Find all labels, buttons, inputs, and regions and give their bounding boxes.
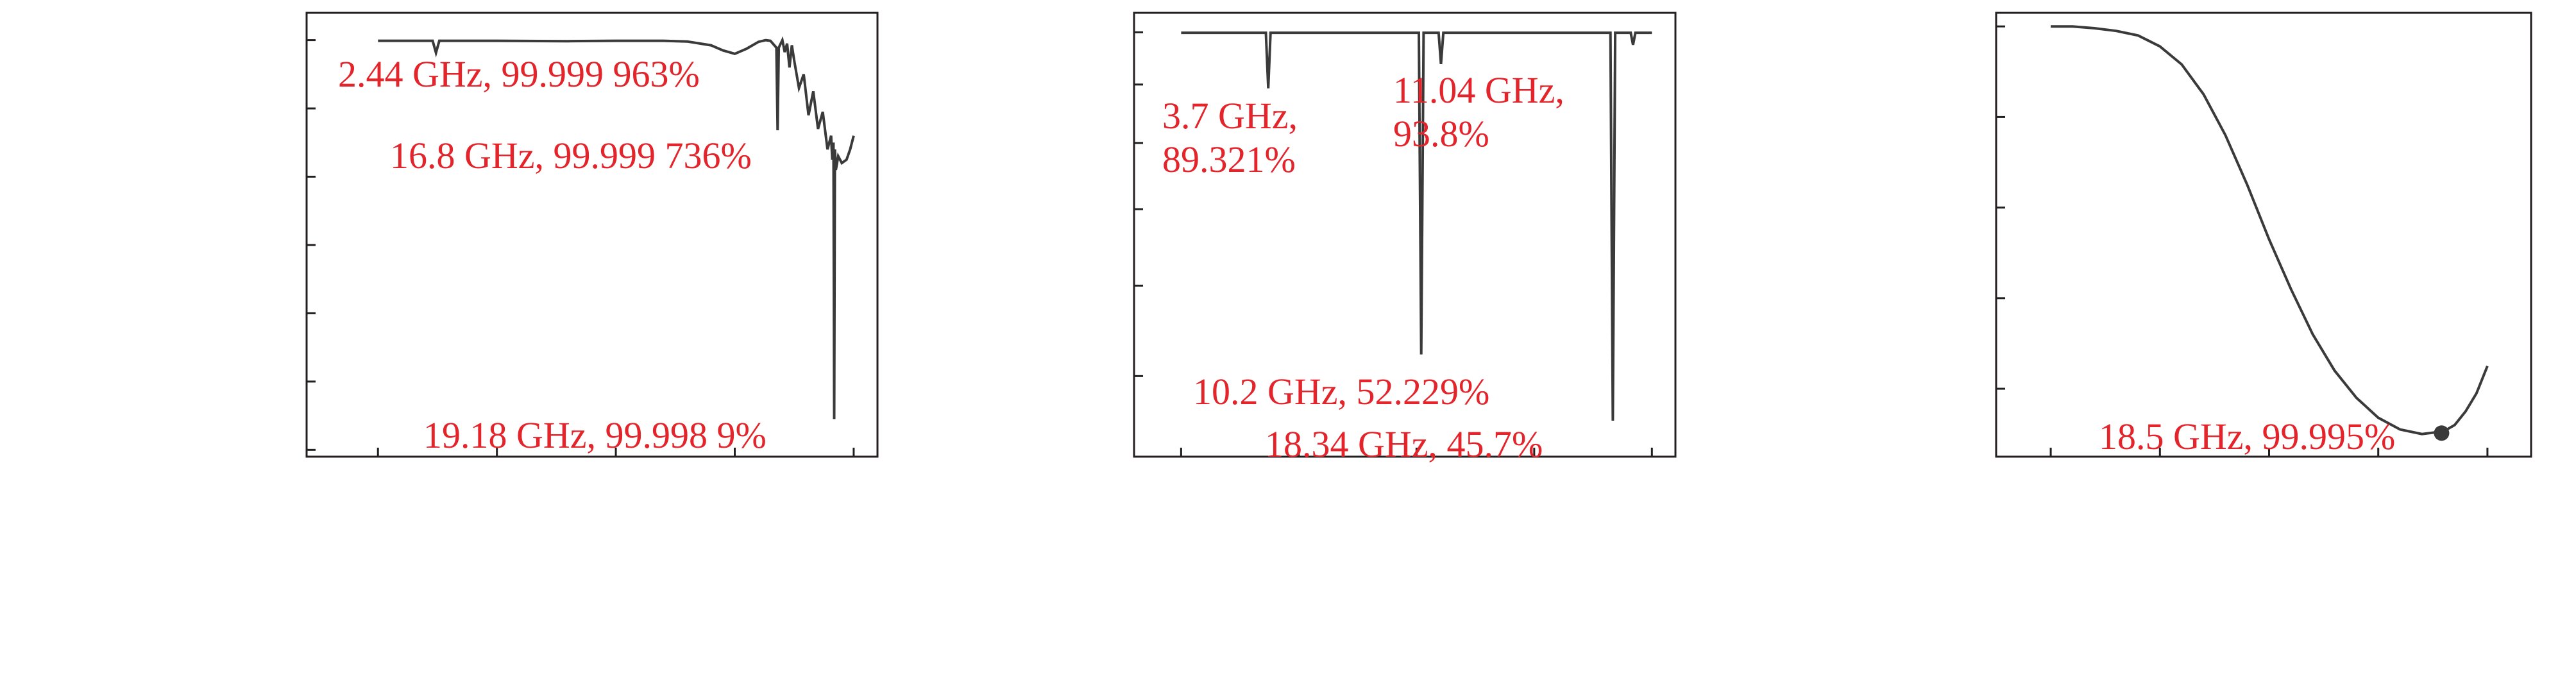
chart-panel-b: 3.7 GHz, 89.321% 11.04 GHz, 93.8% 10.2 GHz, … <box>1133 12 1677 465</box>
data-annotation: 18.5 GHz, 99.995% <box>2099 416 2395 457</box>
data-annotation: 10.2 GHz, 52.229% <box>1193 371 1489 412</box>
data-annotation: 2.44 GHz, 99.999 963% <box>338 53 700 95</box>
plot-frame <box>1995 12 2532 458</box>
data-annotation-line: 10.2 GHz, 52.229% <box>1193 371 1489 412</box>
data-annotation-line: 18.5 GHz, 99.995% <box>2099 416 2395 457</box>
data-annotation-line: 2.44 GHz, 99.999 963% <box>338 53 700 95</box>
data-annotation-line: 19.18 GHz, 99.998 9% <box>423 414 767 456</box>
chart-panel-c: 18.5 GHz, 99.995% <box>1995 12 2532 458</box>
data-annotation: 18.34 GHz, 45.7% <box>1265 423 1543 465</box>
data-annotation: 16.8 GHz, 99.999 736% <box>390 135 752 176</box>
data-annotation: 3.7 GHz, 89.321% <box>1162 95 1298 180</box>
data-series-line <box>1181 31 1652 421</box>
data-annotation-line: 3.7 GHz, <box>1162 95 1298 137</box>
plot-frame <box>1133 12 1677 458</box>
data-annotation-line: 16.8 GHz, 99.999 736% <box>390 135 752 176</box>
data-annotation: 19.18 GHz, 99.998 9% <box>423 414 767 456</box>
data-annotation-line: 89.321% <box>1162 139 1296 180</box>
data-annotation-line: 11.04 GHz, <box>1393 69 1564 111</box>
minimum-point-marker <box>2434 425 2450 441</box>
plot-frame <box>305 12 879 458</box>
data-annotation-line: 93.8% <box>1393 113 1489 155</box>
data-series-line <box>2051 25 2489 436</box>
data-annotation: 11.04 GHz, 93.8% <box>1393 69 1564 155</box>
data-annotation-line: 18.34 GHz, 45.7% <box>1265 423 1543 465</box>
data-series-line <box>378 36 855 419</box>
chart-panel-a: 2.44 GHz, 99.999 963% 16.8 GHz, 99.999 73… <box>305 12 879 458</box>
